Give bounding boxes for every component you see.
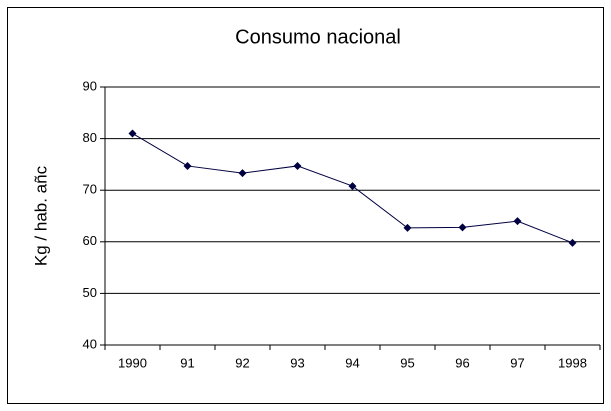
x-tick-label: 1990 bbox=[118, 355, 147, 370]
y-tick-label: 50 bbox=[83, 285, 97, 300]
data-point bbox=[238, 169, 247, 178]
data-point bbox=[183, 161, 192, 170]
x-tick-label: 97 bbox=[510, 355, 524, 370]
chart-frame bbox=[7, 7, 604, 404]
x-tick-label: 91 bbox=[180, 355, 194, 370]
data-point bbox=[348, 182, 357, 191]
x-tick-label: 92 bbox=[235, 355, 249, 370]
y-tick-label: 80 bbox=[83, 130, 97, 145]
chart-title: Consumo nacional bbox=[235, 26, 401, 48]
y-tick-label: 90 bbox=[83, 78, 97, 93]
y-tick-label: 70 bbox=[83, 182, 97, 197]
x-tick-label: 93 bbox=[290, 355, 304, 370]
y-tick-label: 60 bbox=[83, 233, 97, 248]
y-axis-label: Kg / hab. añc bbox=[31, 165, 50, 266]
y-tick-label: 40 bbox=[83, 336, 97, 351]
data-point bbox=[293, 161, 302, 170]
data-point bbox=[128, 129, 137, 138]
data-point bbox=[403, 223, 412, 232]
data-point bbox=[568, 238, 577, 247]
x-tick-label: 1998 bbox=[558, 355, 587, 370]
data-point bbox=[513, 217, 522, 226]
data-point bbox=[458, 223, 467, 232]
x-tick-label: 94 bbox=[345, 355, 359, 370]
x-tick-label: 96 bbox=[455, 355, 469, 370]
x-tick-label: 95 bbox=[400, 355, 414, 370]
